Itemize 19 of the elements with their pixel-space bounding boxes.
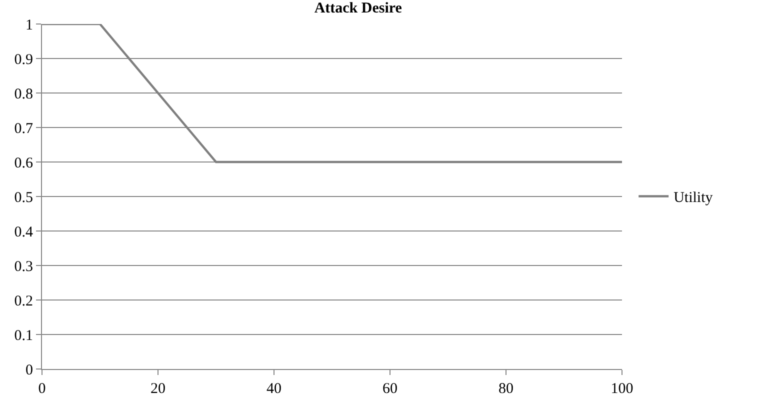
y-tick-label: 0.5 [14, 190, 33, 206]
y-tick-label: 0.7 [14, 120, 34, 137]
y-tick-label: 0.8 [14, 86, 33, 102]
y-tick-label: 0.1 [14, 328, 33, 344]
y-tick-label: 0.2 [14, 293, 33, 310]
y-tick-label: 0.4 [14, 224, 34, 240]
chart-title: Attack Desire [314, 0, 402, 17]
x-tick-label: 60 [382, 381, 398, 397]
y-tick-label: 0 [26, 362, 33, 378]
y-tick-label: 0.9 [14, 52, 33, 68]
y-tick-label: 0.6 [14, 155, 34, 172]
x-tick-label: 20 [150, 381, 166, 397]
y-tick-label: 0.3 [14, 258, 33, 275]
legend-label: Utility [674, 190, 714, 206]
y-tick-label: 1 [26, 17, 33, 34]
x-tick-label: 80 [498, 381, 514, 397]
x-tick-label: 0 [38, 381, 46, 397]
x-tick-label: 40 [266, 381, 282, 397]
x-tick-label: 100 [610, 381, 634, 397]
